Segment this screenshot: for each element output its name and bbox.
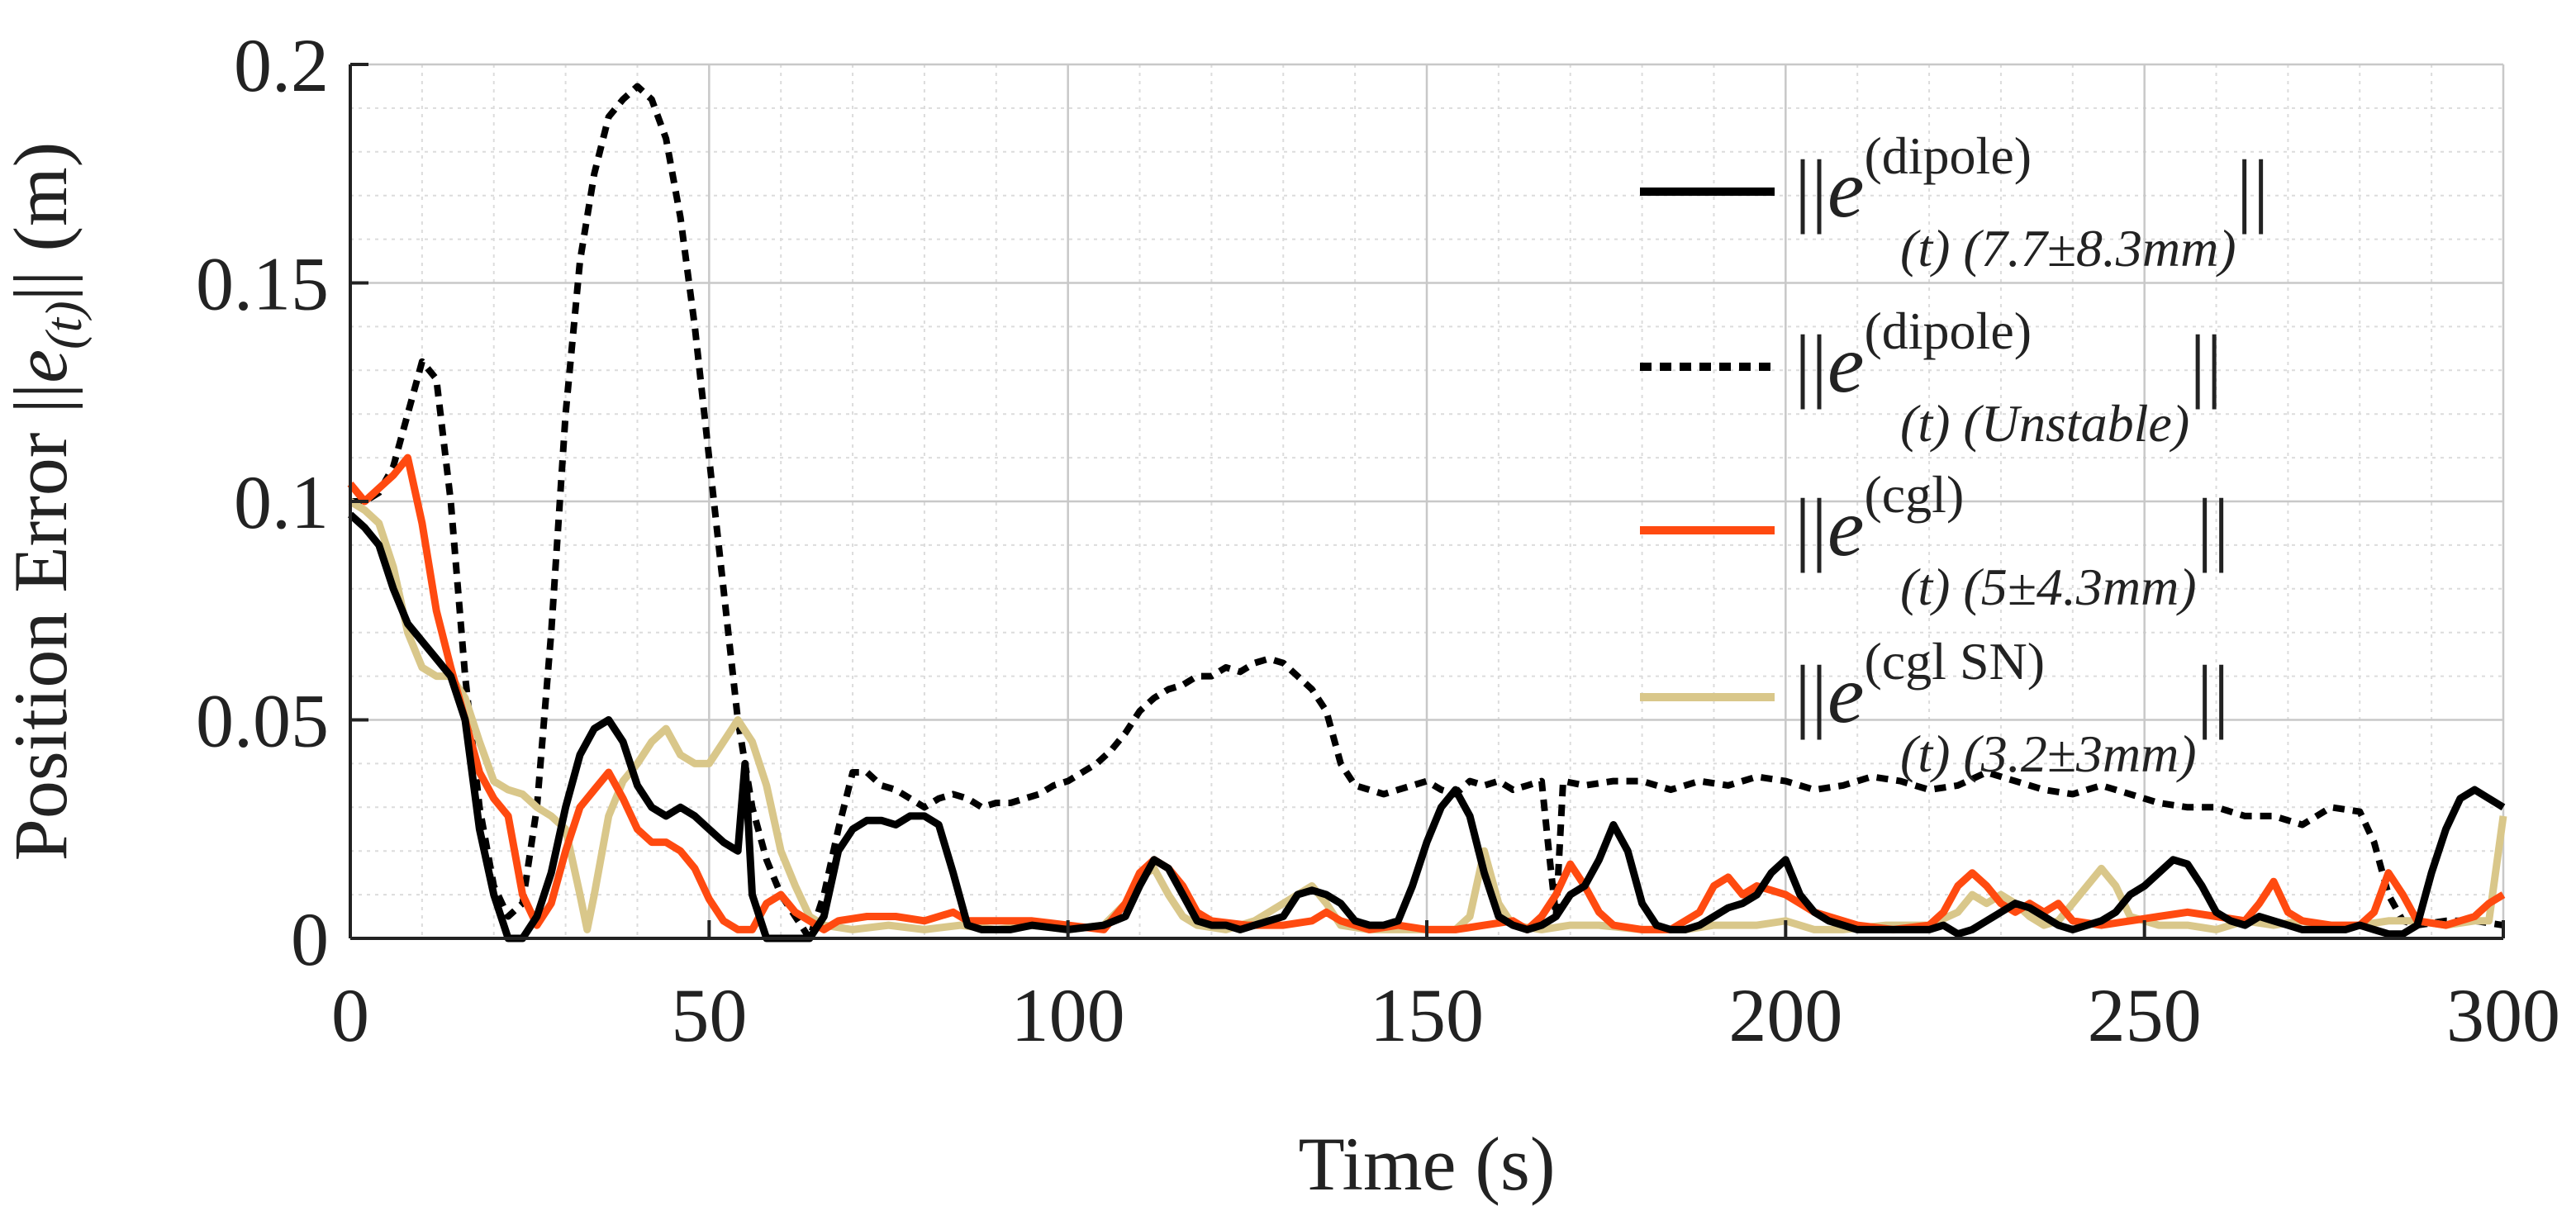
x-axis-title: Time (s)	[1299, 1122, 1556, 1206]
x-tick-label: 300	[2446, 973, 2560, 1057]
legend-sup: (cgl SN)	[1864, 632, 2045, 691]
legend-bar-right: ||	[2236, 143, 2269, 235]
legend-bar-right: ||	[2197, 482, 2230, 573]
y-tick-labels: 0 0.05 0.1 0.15 0.2	[196, 23, 329, 981]
x-tick-label: 50	[671, 973, 747, 1057]
legend-bar-right: ||	[2197, 648, 2230, 740]
y-axis-title-prefix: Position Error ||	[0, 383, 83, 862]
y-tick-label: 0.2	[234, 23, 329, 107]
series-layer	[347, 83, 2507, 942]
legend: ||e(dipole) (t) (7.7±8.3mm)||||e(dipole)(…	[1640, 126, 2269, 783]
y-tick-label: 0.1	[234, 460, 329, 544]
y-tick-label: 0.15	[196, 242, 329, 326]
y-tick-label: 0	[291, 897, 329, 981]
ticks	[349, 63, 2505, 940]
x-tick-label: 100	[1011, 973, 1125, 1057]
legend-label-dipole-unstable: ||e(dipole) (t) (Unstable)||	[1794, 302, 2222, 453]
x-tick-label: 250	[2088, 973, 2202, 1057]
y-axis-title-suffix: || (m)	[0, 142, 83, 302]
x-tick-label: 200	[1728, 973, 1842, 1057]
y-tick-label: 0.05	[196, 679, 329, 763]
legend-label-cgl-sn: ||e(cgl SN) (t) (3.2±3mm)||	[1794, 632, 2230, 783]
x-tick-labels: 0 50 100 150 200 250 300	[331, 973, 2560, 1057]
y-axis-title: Position Error ||e(t)|| (m)	[0, 142, 93, 862]
series-line-cgl	[347, 453, 2506, 933]
series-line-dipole	[347, 511, 2506, 942]
x-tick-label: 150	[1370, 973, 1484, 1057]
legend-sub: (t) (5±4.3mm)	[1900, 558, 2197, 616]
legend-bar-right: ||	[2189, 318, 2222, 410]
legend-sup: (cgl)	[1864, 465, 1964, 524]
legend-var: e	[1827, 482, 1864, 573]
series-line-dipole-unstable	[350, 83, 2504, 942]
legend-label-dipole: ||e(dipole) (t) (7.7±8.3mm)||	[1794, 126, 2269, 278]
legend-sub: (t) (7.7±8.3mm)	[1900, 219, 2236, 278]
legend-sub: (t) (Unstable)	[1900, 394, 2189, 453]
legend-sup: (dipole)	[1864, 126, 2032, 185]
series-line-cgl-sn	[348, 498, 2507, 933]
legend-bar-left: ||	[1794, 482, 1827, 573]
y-axis-title-sub: (t)	[36, 301, 93, 349]
legend-var: e	[1827, 648, 1864, 740]
legend-sup: (dipole)	[1864, 302, 2032, 360]
legend-bar-left: ||	[1794, 318, 1827, 410]
y-axis-title-var: e	[0, 349, 83, 383]
legend-bar-left: ||	[1794, 143, 1827, 235]
x-tick-label: 0	[331, 973, 369, 1057]
legend-bar-left: ||	[1794, 648, 1827, 740]
legend-var: e	[1827, 143, 1864, 235]
legend-label-cgl: ||e(cgl) (t) (5±4.3mm)||	[1794, 465, 2230, 616]
legend-var: e	[1827, 318, 1864, 410]
legend-sub: (t) (3.2±3mm)	[1900, 724, 2197, 783]
